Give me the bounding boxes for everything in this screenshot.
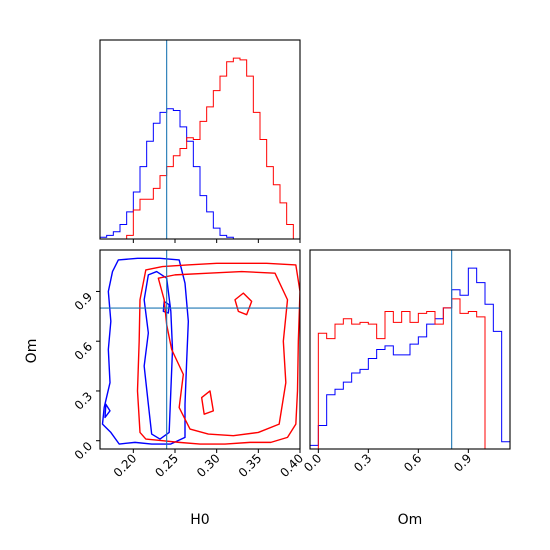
contour-blue-0: [101, 257, 190, 445]
contour-red-3: [200, 390, 215, 415]
contour-blue-1: [143, 270, 174, 440]
contour-red-1: [157, 270, 289, 437]
x-axis-label-h0: H0: [190, 512, 209, 528]
om-histogram-red: [310, 298, 510, 450]
h0-om-contour-panel: 0.20 0.25 0.30 0.35 0.400.00.30.60.9: [72, 249, 306, 480]
y-axis-label-om: Om: [24, 339, 40, 364]
om-histogram-blue: [309, 267, 511, 449]
om-ytick-label: 0.9: [72, 290, 95, 313]
om-ytick-label: 0.3: [72, 389, 95, 412]
joint-panel-frame: [99, 249, 301, 450]
h0-histogram-panel: [99, 39, 301, 243]
om-ytick-label: 0.6: [72, 339, 95, 362]
contour-layer: [101, 257, 300, 445]
om-histogram-panel: 0.0 0.3 0.6 0.9: [301, 249, 511, 475]
om-xtick-label: 0.3: [351, 451, 374, 474]
contour-blue-3: [104, 403, 111, 419]
h0-histogram-red: [100, 57, 300, 240]
contour-red-2: [234, 292, 253, 316]
contour-red-0: [136, 262, 300, 445]
h0-xtick-label: 0.35: [236, 451, 265, 480]
om-ytick-label: 0.0: [72, 439, 95, 462]
om-xtick-label: 0.0: [301, 451, 324, 474]
x-axis-label-om: Om: [398, 512, 423, 528]
h0-xtick-label: 0.25: [152, 451, 181, 480]
om-xtick-label: 0.6: [401, 451, 424, 474]
h0-xtick-label: 0.30: [194, 451, 223, 480]
om-xtick-label: 0.9: [451, 451, 474, 474]
om-histogram-frame: [309, 249, 511, 450]
h0-histogram-frame: [99, 39, 301, 240]
h0-xtick-label: 0.20: [111, 451, 140, 480]
